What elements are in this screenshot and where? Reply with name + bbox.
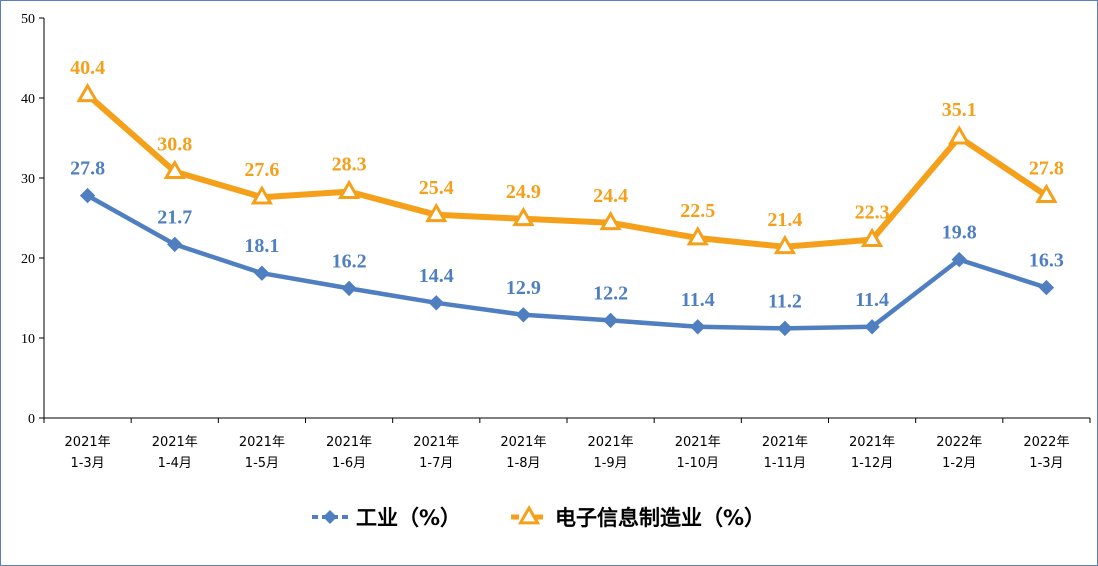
- data-label: 21.4: [767, 209, 802, 231]
- data-point-marker: [864, 319, 880, 335]
- markers: [76, 82, 1058, 337]
- data-label: 11.4: [855, 289, 889, 311]
- data-point-marker: [599, 210, 622, 231]
- legend: 工业（%） 电子信息制造业（%）: [312, 504, 765, 530]
- data-point-marker: [167, 236, 183, 253]
- data-point-marker: [76, 82, 99, 103]
- y-tick-label: 50: [21, 12, 35, 27]
- data-point-marker: [250, 185, 274, 205]
- data-label: 24.9: [506, 181, 541, 203]
- data-point-marker: [602, 312, 619, 329]
- legend-item-0: 工业（%）: [312, 506, 461, 530]
- legend-label: 工业（%）: [356, 506, 461, 530]
- data-label: 18.1: [244, 235, 279, 257]
- axes: 0 10 20 30 40 50 2021年 1-3月 2021年 1-4月 2021年 1-5月 20…: [21, 12, 1091, 471]
- data-label: 25.4: [419, 177, 454, 199]
- data-point-marker: [254, 265, 270, 281]
- series-line-1: [84, 91, 1050, 250]
- y-tick-label: 30: [21, 172, 35, 187]
- data-point-marker: [773, 234, 797, 255]
- data-point-marker: [1035, 183, 1058, 203]
- x-tick-label: 2021年 1-10月: [675, 435, 721, 471]
- data-point-marker: [428, 295, 444, 311]
- data-label: 16.3: [1029, 250, 1064, 272]
- x-tick-label: 2021年 1-6月: [326, 435, 372, 471]
- data-point-marker: [341, 280, 357, 297]
- data-point-marker: [686, 225, 709, 246]
- data-label: 21.7: [157, 206, 192, 228]
- data-label: 14.4: [419, 265, 454, 287]
- x-tick-label: 2021年 1-7月: [413, 435, 459, 471]
- data-point-marker: [1038, 279, 1055, 296]
- data-label: 19.8: [942, 222, 977, 244]
- data-label: 22.3: [855, 202, 890, 224]
- data-label: 28.3: [332, 154, 367, 176]
- data-label: 16.2: [332, 250, 367, 272]
- x-tick-label: 2021年 1-11月: [762, 435, 808, 471]
- x-tick-label: 2021年 1-5月: [239, 435, 285, 471]
- data-point-marker: [79, 187, 96, 204]
- data-label: 22.5: [680, 200, 715, 222]
- data-label: 12.9: [506, 277, 541, 299]
- legend-item-1: 电子信息制造业（%）: [511, 504, 765, 530]
- legend-marker: [323, 510, 337, 524]
- x-tick-label: 2022年 1-3月: [1023, 435, 1069, 471]
- data-point-marker: [515, 307, 532, 323]
- data-label: 11.4: [681, 289, 715, 311]
- x-tick-label: 2021年 1-3月: [65, 435, 111, 471]
- x-tick-label: 2021年 1-4月: [152, 435, 198, 471]
- x-tick-label: 2022年 1-2月: [936, 435, 982, 471]
- series-line-0: [85, 193, 1049, 331]
- data-point-marker: [425, 202, 448, 223]
- data-label: 27.8: [1029, 158, 1064, 180]
- data-point-marker: [860, 227, 884, 247]
- data-point-marker: [951, 251, 967, 268]
- data-label: 11.2: [768, 290, 802, 312]
- legend-label: 电子信息制造业（%）: [555, 506, 765, 530]
- data-label: 35.1: [942, 99, 977, 121]
- data-labels: 27.8 21.7 18.1 16.2 14.4 12.9 12.2 11.4 11.2 11.4…: [70, 57, 1064, 313]
- series-lines: [84, 91, 1050, 331]
- x-tick-label: 2021年 1-8月: [500, 435, 546, 471]
- data-point-marker: [948, 125, 971, 145]
- data-point-marker: [337, 179, 361, 199]
- data-label: 24.4: [593, 185, 628, 207]
- data-point-marker: [512, 206, 535, 227]
- legend-marker: [517, 504, 541, 525]
- x-tick-label: 2021年 1-9月: [588, 435, 634, 471]
- y-tick-label: 0: [28, 412, 35, 427]
- data-point-marker: [690, 319, 706, 335]
- data-point-marker: [777, 320, 793, 337]
- data-label: 27.8: [70, 158, 105, 180]
- data-label: 30.8: [157, 134, 192, 156]
- data-point-marker: [163, 159, 186, 179]
- data-label: 12.2: [593, 282, 628, 304]
- y-tick-label: 10: [21, 332, 35, 347]
- y-tick-label: 20: [21, 252, 35, 267]
- data-label: 40.4: [70, 57, 105, 79]
- y-tick-label: 40: [21, 92, 35, 107]
- data-label: 27.6: [244, 159, 279, 181]
- x-tick-label: 2021年 1-12月: [849, 435, 895, 471]
